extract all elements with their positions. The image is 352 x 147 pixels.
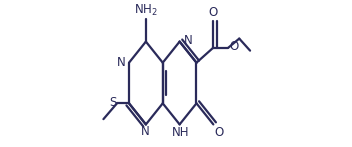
Text: N: N	[183, 34, 192, 47]
Text: NH$_2$: NH$_2$	[134, 2, 158, 17]
Text: N: N	[141, 125, 150, 138]
Text: NH: NH	[172, 126, 189, 139]
Text: O: O	[229, 40, 238, 53]
Text: O: O	[209, 6, 218, 19]
Text: S: S	[109, 96, 116, 109]
Text: N: N	[117, 56, 125, 69]
Text: O: O	[214, 126, 223, 139]
